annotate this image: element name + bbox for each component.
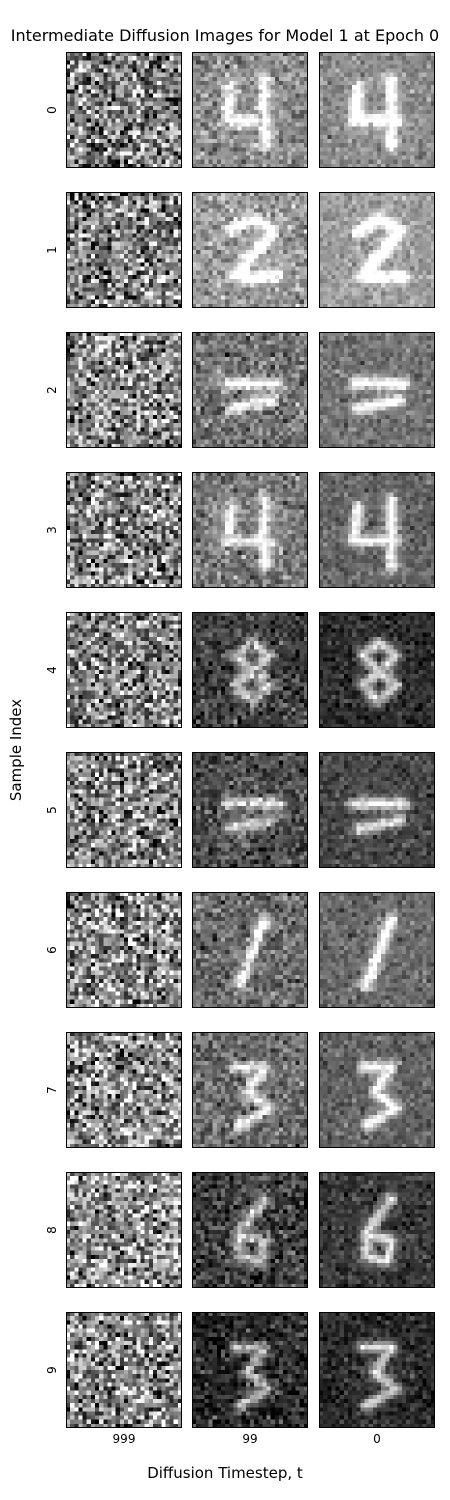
image-panel <box>66 1312 182 1428</box>
image-panel <box>66 752 182 868</box>
image-panel <box>319 332 435 448</box>
image-panel <box>66 472 182 588</box>
image-panel <box>192 1312 308 1428</box>
diffusion-image <box>192 1172 308 1288</box>
diffusion-image <box>66 52 182 168</box>
diffusion-image <box>319 332 435 448</box>
image-panel <box>319 752 435 868</box>
row-tick-label: 6 <box>45 946 59 954</box>
image-panel <box>66 892 182 1008</box>
diffusion-image <box>66 892 182 1008</box>
row-tick-label: 2 <box>45 386 59 394</box>
column-tick-label: 99 <box>242 1432 258 1446</box>
image-panel <box>319 892 435 1008</box>
row-tick-label: 8 <box>45 1226 59 1234</box>
row-tick-label: 5 <box>45 806 59 814</box>
diffusion-image <box>192 332 308 448</box>
diffusion-image <box>319 752 435 868</box>
image-panel <box>66 1172 182 1288</box>
image-panel <box>66 332 182 448</box>
image-panel <box>319 52 435 168</box>
image-panel <box>66 192 182 308</box>
diffusion-image <box>192 752 308 868</box>
image-panel <box>319 1032 435 1148</box>
row-tick-label: 4 <box>45 666 59 674</box>
diffusion-image <box>66 472 182 588</box>
image-panel <box>192 472 308 588</box>
diffusion-image <box>66 752 182 868</box>
image-panel <box>319 472 435 588</box>
image-panel <box>319 192 435 308</box>
diffusion-image <box>192 52 308 168</box>
image-panel <box>192 892 308 1008</box>
image-panel <box>192 612 308 728</box>
diffusion-image <box>192 612 308 728</box>
image-panel <box>192 752 308 868</box>
column-tick-label: 999 <box>112 1432 136 1446</box>
diffusion-image <box>66 1172 182 1288</box>
diffusion-image <box>192 472 308 588</box>
chart-title: Intermediate Diffusion Images for Model … <box>10 26 440 45</box>
row-tick-label: 7 <box>45 1086 59 1094</box>
image-panel <box>192 332 308 448</box>
row-tick-label: 0 <box>45 106 59 114</box>
diffusion-image <box>319 52 435 168</box>
diffusion-image <box>192 1312 308 1428</box>
diffusion-image <box>319 892 435 1008</box>
diffusion-image <box>66 1032 182 1148</box>
diffusion-image <box>66 612 182 728</box>
image-panel <box>319 612 435 728</box>
image-panel <box>192 1172 308 1288</box>
image-panel <box>192 192 308 308</box>
diffusion-image <box>319 612 435 728</box>
image-panel <box>319 1312 435 1428</box>
x-axis-label: Diffusion Timestep, t <box>147 1464 303 1482</box>
diffusion-image <box>319 192 435 308</box>
diffusion-image <box>192 1032 308 1148</box>
image-panel <box>319 1172 435 1288</box>
image-panel <box>66 1032 182 1148</box>
image-panel <box>192 52 308 168</box>
diffusion-image <box>192 192 308 308</box>
diffusion-image <box>66 1312 182 1428</box>
diffusion-image <box>319 472 435 588</box>
diffusion-image <box>319 1172 435 1288</box>
image-panel <box>66 52 182 168</box>
diffusion-image <box>319 1032 435 1148</box>
row-tick-label: 3 <box>45 526 59 534</box>
y-axis-label: Sample Index <box>7 698 25 802</box>
diffusion-image <box>192 892 308 1008</box>
image-panel <box>192 1032 308 1148</box>
row-tick-label: 9 <box>45 1366 59 1374</box>
diffusion-image <box>66 332 182 448</box>
row-tick-label: 1 <box>45 246 59 254</box>
diffusion-image <box>319 1312 435 1428</box>
column-tick-label: 0 <box>373 1432 381 1446</box>
diffusion-image <box>66 192 182 308</box>
image-panel <box>66 612 182 728</box>
